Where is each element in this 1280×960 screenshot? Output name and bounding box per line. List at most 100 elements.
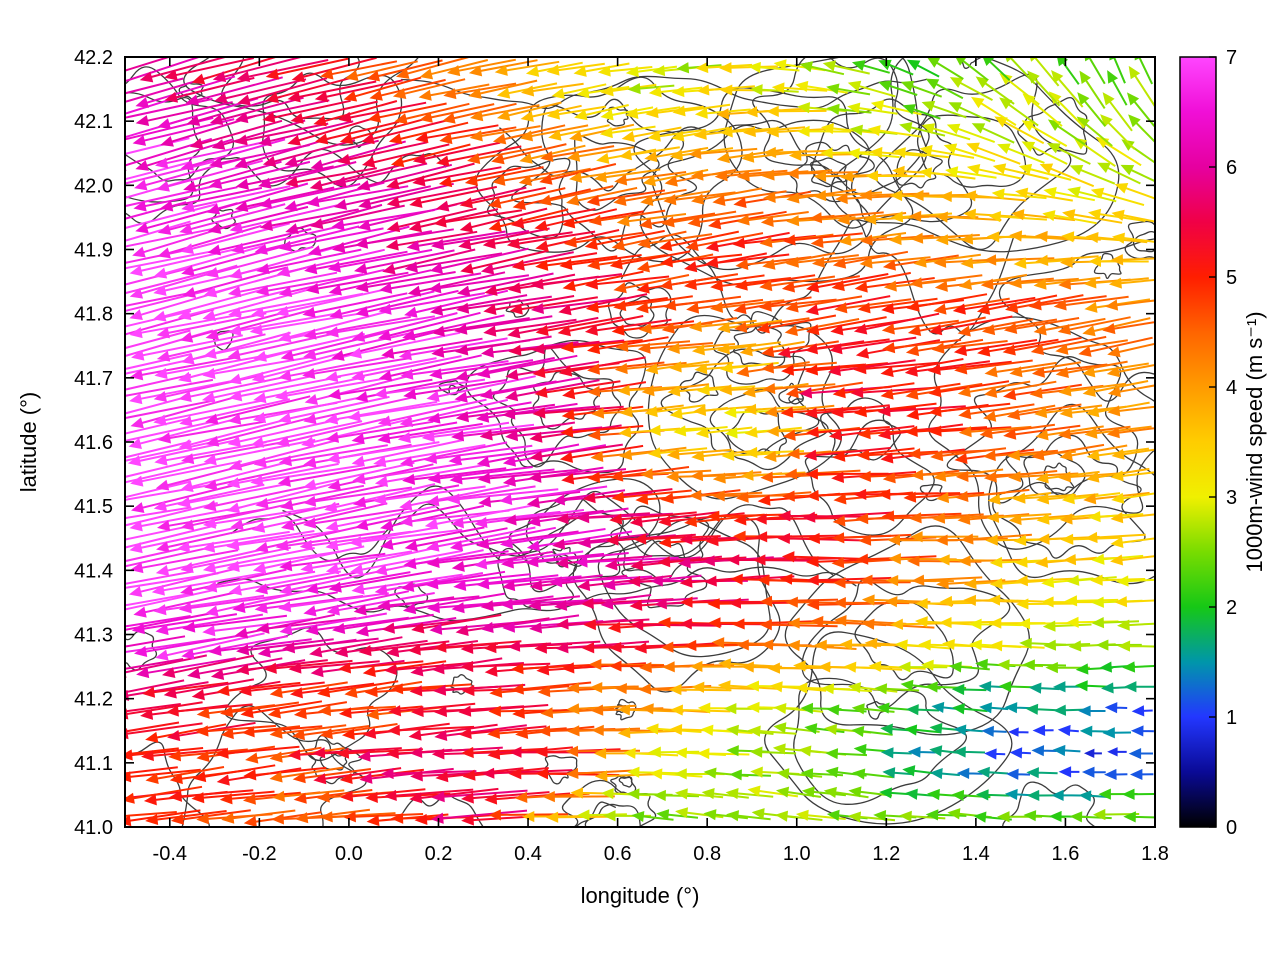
wind-arrow: [1086, 467, 1150, 483]
wind-arrow: [411, 613, 502, 634]
wind-arrow: [511, 252, 598, 271]
wind-arrow: [980, 277, 1054, 290]
wind-arrow: [1088, 255, 1149, 267]
wind-arrow: [275, 377, 388, 401]
wind-arrow: [975, 789, 1010, 801]
wind-arrow: [640, 190, 711, 206]
wind-arrows-layer: [126, 58, 1154, 826]
wind-arrow: [951, 703, 988, 715]
wind-arrow: [325, 315, 435, 338]
wind-arrow: [496, 101, 562, 121]
wind-arrow: [315, 120, 400, 145]
x-tick-label: 1.8: [1141, 843, 1169, 865]
wind-arrow: [402, 592, 505, 615]
wind-arrow: [126, 460, 191, 478]
x-tick-label: 0.6: [604, 843, 632, 865]
wind-arrow: [191, 790, 275, 804]
wind-arrow: [469, 125, 541, 142]
wind-arrow: [305, 271, 409, 294]
wind-arrow: [302, 292, 408, 318]
wind-arrow: [226, 481, 338, 514]
wind-arrow: [404, 252, 503, 273]
y-tick-label: 41.3: [74, 625, 113, 647]
wind-arrow: [880, 358, 964, 378]
wind-arrow: [153, 245, 264, 279]
wind-arrow: [139, 58, 226, 83]
wind-arrow: [1110, 536, 1154, 549]
wind-arrow: [400, 360, 509, 380]
wind-arrow: [781, 363, 865, 376]
wind-arrow: [859, 256, 931, 269]
terrain-contour: [319, 749, 348, 771]
wind-arrow: [785, 254, 859, 268]
wind-arrow: [565, 767, 639, 779]
wind-arrow: [832, 250, 909, 269]
wind-arrow: [1051, 789, 1081, 801]
wind-arrow: [928, 380, 1010, 398]
wind-arrow: [754, 513, 841, 525]
wind-arrow: [1033, 276, 1101, 290]
wind-arrow: [155, 547, 267, 576]
wind-arrow: [982, 318, 1058, 336]
wind-arrow: [126, 524, 217, 549]
wind-arrow: [454, 315, 553, 335]
wind-arrow: [409, 746, 503, 758]
wind-arrow: [126, 747, 204, 761]
wind-arrow: [309, 636, 403, 658]
wind-arrow: [355, 271, 456, 293]
wind-arrow: [593, 168, 661, 183]
wind-arrow: [209, 96, 304, 126]
wind-arrow: [128, 567, 239, 597]
wind-arrow: [409, 185, 498, 208]
wind-arrow: [1028, 682, 1060, 694]
wind-arrow: [712, 190, 787, 206]
wind-arrow: [538, 185, 614, 206]
wind-arrow: [491, 143, 567, 165]
wind-arrow: [994, 116, 1045, 145]
wind-arrow: [618, 146, 680, 161]
wind-arrow: [460, 249, 549, 274]
wind-arrow: [291, 725, 370, 741]
wind-arrow: [126, 615, 191, 628]
wind-arrow: [836, 212, 907, 226]
wind-arrow: [205, 245, 314, 278]
wind-arrow: [232, 591, 338, 613]
wind-arrow: [361, 119, 448, 145]
wind-arrow: [503, 509, 604, 526]
wind-arrow: [956, 767, 983, 779]
wind-arrow: [1091, 553, 1144, 565]
wind-arrow: [162, 654, 255, 679]
wind-arrow: [1067, 186, 1117, 203]
wind-arrow: [427, 466, 533, 484]
wind-arrow: [1107, 405, 1154, 417]
wind-arrow: [560, 425, 644, 438]
wind-arrow: [305, 616, 409, 636]
wind-arrow: [865, 170, 925, 182]
wind-arrow: [155, 632, 265, 661]
wind-arrow: [687, 211, 764, 228]
x-tick-label: 0.8: [693, 843, 721, 865]
wind-arrow: [535, 229, 620, 252]
wind-arrow: [292, 768, 372, 784]
wind-arrow: [1115, 575, 1154, 587]
wind-arrow: [464, 166, 544, 187]
wind-arrow: [228, 271, 338, 298]
wind-arrow: [433, 640, 522, 653]
wind-arrow: [1046, 143, 1091, 165]
wind-arrow: [882, 338, 962, 354]
wind-arrow: [303, 461, 415, 490]
y-axis-tick-labels: 41.0 41.1 41.2 41.3 41.4 41.5 41.6 41.7 41.8 41.9…: [74, 47, 113, 839]
wind-arrow: [637, 233, 713, 249]
wind-arrow: [584, 229, 665, 250]
wind-arrow: [126, 291, 191, 307]
wind-arrow: [126, 373, 192, 391]
wind-arrow: [613, 274, 690, 294]
colorbar: [1179, 56, 1217, 828]
wind-arrow: [459, 207, 548, 233]
wind-arrow: [1077, 92, 1107, 127]
wind-arrow: [1053, 295, 1129, 311]
wind-arrow: [1006, 403, 1082, 421]
colorbar-tick-label: 7: [1226, 47, 1237, 69]
wind-arrow: [726, 810, 771, 822]
wind-arrow: [458, 227, 550, 250]
